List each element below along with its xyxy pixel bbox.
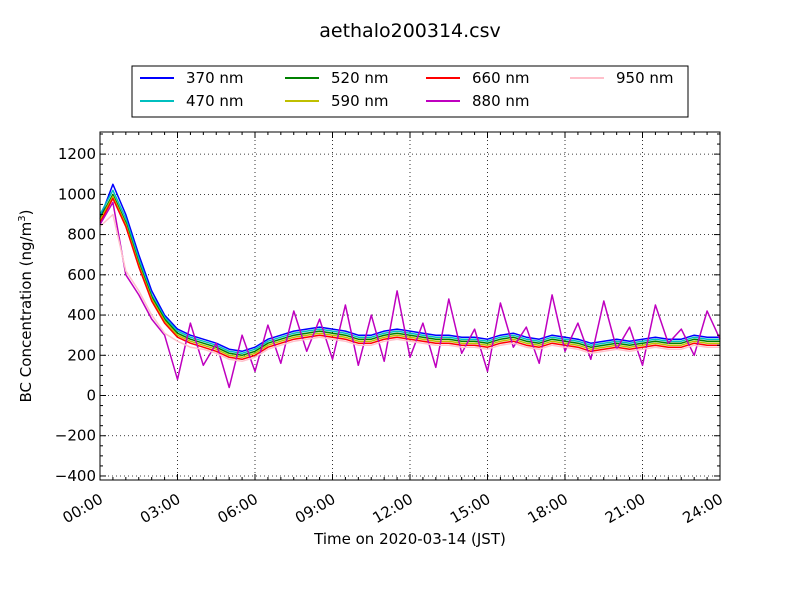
legend-label-5: 880 nm (472, 92, 530, 110)
y-tick-label: 800 (67, 226, 96, 244)
y-axis: 1200 1000 800 600 400 200 0 −200 −400 (55, 133, 720, 485)
y-tick-label: 400 (67, 306, 96, 324)
y-axis-label-superscript: 3 (17, 215, 28, 221)
y-tick-label: 1000 (58, 185, 96, 203)
chart-title: aethalo200314.csv (319, 20, 501, 42)
x-tick-label: 15:00 (447, 490, 493, 527)
legend-box (131, 65, 689, 118)
y-tick-label: 600 (67, 266, 96, 284)
series-line-5 (99, 201, 721, 389)
y-tick-label: −400 (55, 467, 96, 485)
series-layer (99, 183, 721, 389)
series-line-6 (99, 213, 720, 363)
x-tick-label: 18:00 (525, 490, 571, 527)
x-tick-label: 09:00 (292, 490, 338, 527)
y-axis-label-main: BC Concentration (ng/m (17, 222, 35, 403)
legend-label-1: 470 nm (186, 92, 244, 110)
legend-label-6: 950 nm (616, 69, 674, 87)
x-tick-label: 03:00 (137, 490, 183, 527)
y-tick-label: 200 (67, 346, 96, 364)
legend-label-3: 590 nm (331, 92, 389, 110)
series-line-2 (99, 193, 720, 357)
series-line-3 (99, 195, 720, 359)
x-tick-label: 21:00 (602, 490, 648, 527)
legend-label-2: 520 nm (331, 69, 389, 87)
legend: 370 nm 470 nm 520 nm 590 nm 660 nm 880 nm 950 … (131, 65, 689, 118)
legend-label-0: 370 nm (186, 69, 244, 87)
x-tick-label: 00:00 (60, 490, 106, 527)
x-axis-label: Time on 2020-03-14 (JST) (313, 530, 506, 548)
y-tick-label: −200 (55, 427, 96, 445)
x-tick-label: 12:00 (370, 490, 416, 527)
series-line-0 (99, 183, 720, 353)
x-tick-label: 24:00 (680, 490, 726, 527)
series-line-1 (99, 189, 720, 355)
grid-lines (100, 132, 720, 480)
x-tick-label: 06:00 (215, 490, 261, 527)
y-axis-label-end: ) (17, 210, 35, 216)
legend-label-4: 660 nm (472, 69, 530, 87)
y-axis-label: BC Concentration (ng/m3) (17, 210, 35, 403)
y-tick-label: 1200 (58, 145, 96, 163)
y-tick-label: 0 (86, 387, 96, 405)
